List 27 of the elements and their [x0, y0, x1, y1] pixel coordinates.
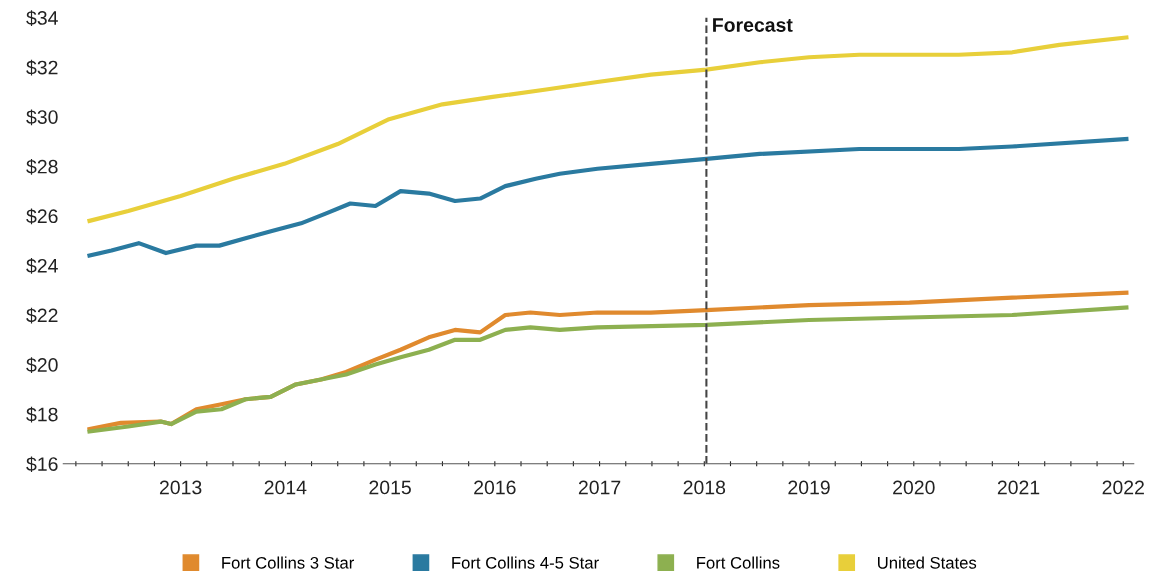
x-tick-label: 2016	[474, 480, 516, 495]
legend-label: Fort Collins	[697, 556, 780, 569]
x-tick-label: 2020	[893, 480, 935, 495]
x-tick-label: 2021	[997, 480, 1040, 495]
x-tick-label: 2022	[1102, 480, 1144, 495]
line-series	[87, 136, 1129, 258]
ref-line-label: Forecast	[713, 18, 793, 32]
line-series	[87, 35, 1129, 223]
y-tick-label: $22	[26, 307, 58, 324]
legend-label: Fort Collins 3 Star	[222, 556, 354, 569]
y-tick-label: $30	[26, 109, 58, 126]
y-tick-label: $32	[26, 59, 58, 76]
x-tick-label: 2013	[159, 480, 202, 495]
legend-label: United States	[878, 556, 977, 569]
y-tick-label: $16	[26, 456, 58, 473]
legend-label: Fort Collins 4-5 Star	[452, 556, 599, 569]
x-tick-label: 2015	[369, 480, 411, 495]
y-tick-label: $34	[26, 10, 58, 26]
y-tick-label: $20	[26, 357, 58, 373]
x-tick-label: 2017	[578, 480, 621, 495]
y-tick-label: $26	[26, 208, 58, 225]
y-tick-label: $28	[26, 158, 58, 175]
x-tick-label: 2019	[788, 480, 830, 495]
x-tick-label: 2014	[264, 480, 307, 495]
y-tick-label: $24	[26, 258, 58, 274]
x-tick-label: 2018	[683, 480, 726, 495]
y-tick-label: $18	[26, 406, 58, 423]
